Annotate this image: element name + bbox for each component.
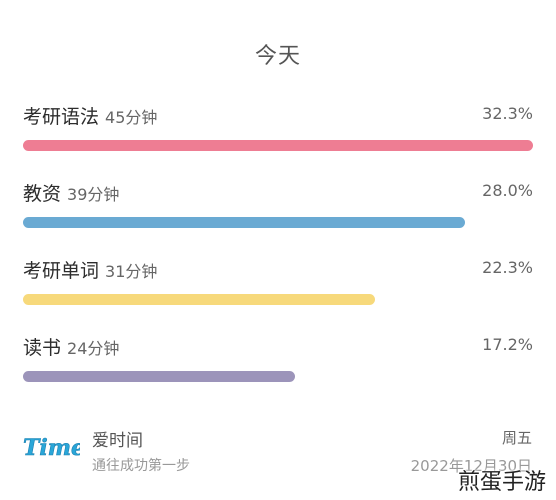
page-title: 今天 [254,44,301,69]
activity-header: 教资 39分钟 28.0% [23,177,533,207]
activity-name: 教资 39分钟 [23,179,119,206]
activity-duration: 45分钟 [105,108,158,127]
activity-percent: 32.3% [482,104,533,123]
app-footer: Time 爱时间 通往成功第一步 周五 2022年12月30日 [0,418,556,500]
activity-duration: 31分钟 [105,262,158,281]
activity-label: 考研单词 [23,260,100,282]
activity-header: 考研语法 45分钟 32.3% [23,100,533,130]
activity-name: 考研语法 45分钟 [23,102,157,129]
date-label: 2022年12月30日 [410,457,532,475]
weekday-label: 周五 [501,429,532,447]
activity-bar [23,371,295,382]
activity-header: 读书 24分钟 17.2% [23,331,533,361]
activity-duration: 24分钟 [67,339,120,358]
activity-header: 考研单词 31分钟 22.3% [23,254,533,284]
logo-text: Time [23,435,80,461]
activity-item: 考研语法 45分钟 32.3% [23,100,533,160]
app-logo-icon: Time [23,435,80,462]
activity-label: 考研语法 [23,106,100,128]
watermark: 煎蛋手游 [457,470,546,495]
activity-duration: 39分钟 [67,185,120,204]
activity-label: 读书 [23,337,62,359]
activity-label: 教资 [23,183,62,205]
activity-bar [23,140,533,151]
app-name: 爱时间 [92,431,143,451]
activity-item: 考研单词 31分钟 22.3% [23,254,533,314]
activity-name: 读书 24分钟 [23,333,119,360]
activity-bar [23,294,375,305]
activity-percent: 17.2% [482,335,533,354]
activity-name: 考研单词 31分钟 [23,256,157,283]
activity-bar [23,217,465,228]
activity-item: 读书 24分钟 17.2% [23,331,533,391]
activity-percent: 28.0% [482,181,533,200]
activity-item: 教资 39分钟 28.0% [23,177,533,237]
activity-percent: 22.3% [482,258,533,277]
app-slogan: 通往成功第一步 [92,458,190,474]
